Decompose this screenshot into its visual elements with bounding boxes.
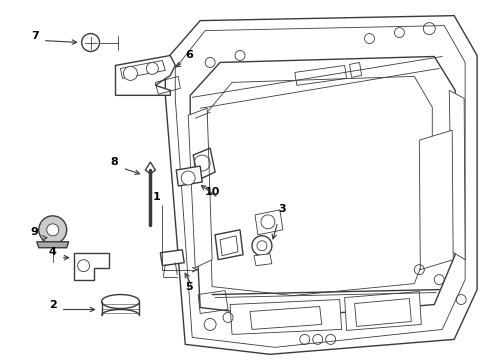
- Polygon shape: [344, 292, 421, 330]
- Circle shape: [82, 33, 99, 51]
- Polygon shape: [116, 55, 175, 95]
- Circle shape: [181, 171, 195, 185]
- Polygon shape: [37, 242, 69, 248]
- Polygon shape: [160, 250, 184, 266]
- Polygon shape: [175, 26, 465, 347]
- Text: 4: 4: [49, 247, 57, 257]
- Circle shape: [39, 216, 67, 244]
- Polygon shape: [190, 57, 455, 318]
- Polygon shape: [176, 166, 202, 186]
- Text: 6: 6: [185, 50, 193, 60]
- Polygon shape: [419, 130, 453, 270]
- Text: 3: 3: [278, 204, 286, 214]
- Polygon shape: [449, 90, 465, 260]
- Circle shape: [147, 62, 158, 75]
- Circle shape: [47, 224, 59, 236]
- Polygon shape: [188, 108, 212, 268]
- Polygon shape: [207, 76, 432, 296]
- Circle shape: [123, 67, 137, 80]
- Circle shape: [257, 241, 267, 251]
- Polygon shape: [74, 253, 108, 280]
- Text: 7: 7: [31, 31, 39, 41]
- Text: 8: 8: [111, 157, 118, 167]
- Text: 10: 10: [205, 187, 221, 197]
- Polygon shape: [146, 162, 155, 174]
- Text: 9: 9: [31, 227, 39, 237]
- Polygon shape: [165, 15, 477, 354]
- Text: 2: 2: [49, 300, 56, 310]
- Text: 1: 1: [152, 192, 160, 202]
- Polygon shape: [230, 300, 342, 334]
- Polygon shape: [254, 254, 272, 266]
- Circle shape: [252, 236, 272, 256]
- Text: 5: 5: [185, 282, 193, 292]
